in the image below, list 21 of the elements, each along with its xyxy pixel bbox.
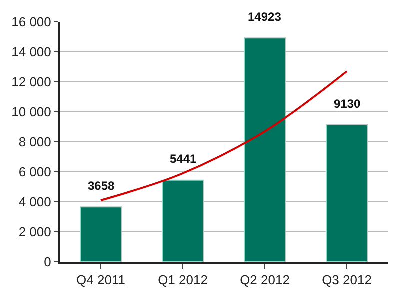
data-label: 9130	[334, 97, 362, 111]
y-tick-label: 10 000	[12, 104, 52, 120]
y-tick-label: 6 000	[18, 164, 52, 180]
bar	[162, 180, 204, 262]
y-tick-label: 16 000	[12, 14, 52, 30]
y-tick-label: 14 000	[12, 44, 52, 60]
data-label: 3658	[88, 179, 116, 193]
x-tick-label: Q3 2012	[322, 272, 372, 288]
data-label: 5441	[170, 152, 198, 166]
y-tick-label: 8 000	[18, 134, 52, 150]
x-tick-label: Q2 2012	[240, 272, 290, 288]
y-tick-label: 0	[44, 254, 52, 270]
bar	[326, 124, 368, 262]
x-tick-label: Q1 2012	[158, 272, 208, 288]
data-label: 14923	[248, 10, 282, 24]
y-tick-label: 2 000	[18, 224, 52, 240]
bar	[244, 38, 286, 262]
y-tick-label: 12 000	[12, 74, 52, 90]
x-tick-label: Q4 2011	[76, 272, 126, 288]
bar	[80, 206, 122, 262]
y-tick-label: 4 000	[18, 194, 52, 210]
